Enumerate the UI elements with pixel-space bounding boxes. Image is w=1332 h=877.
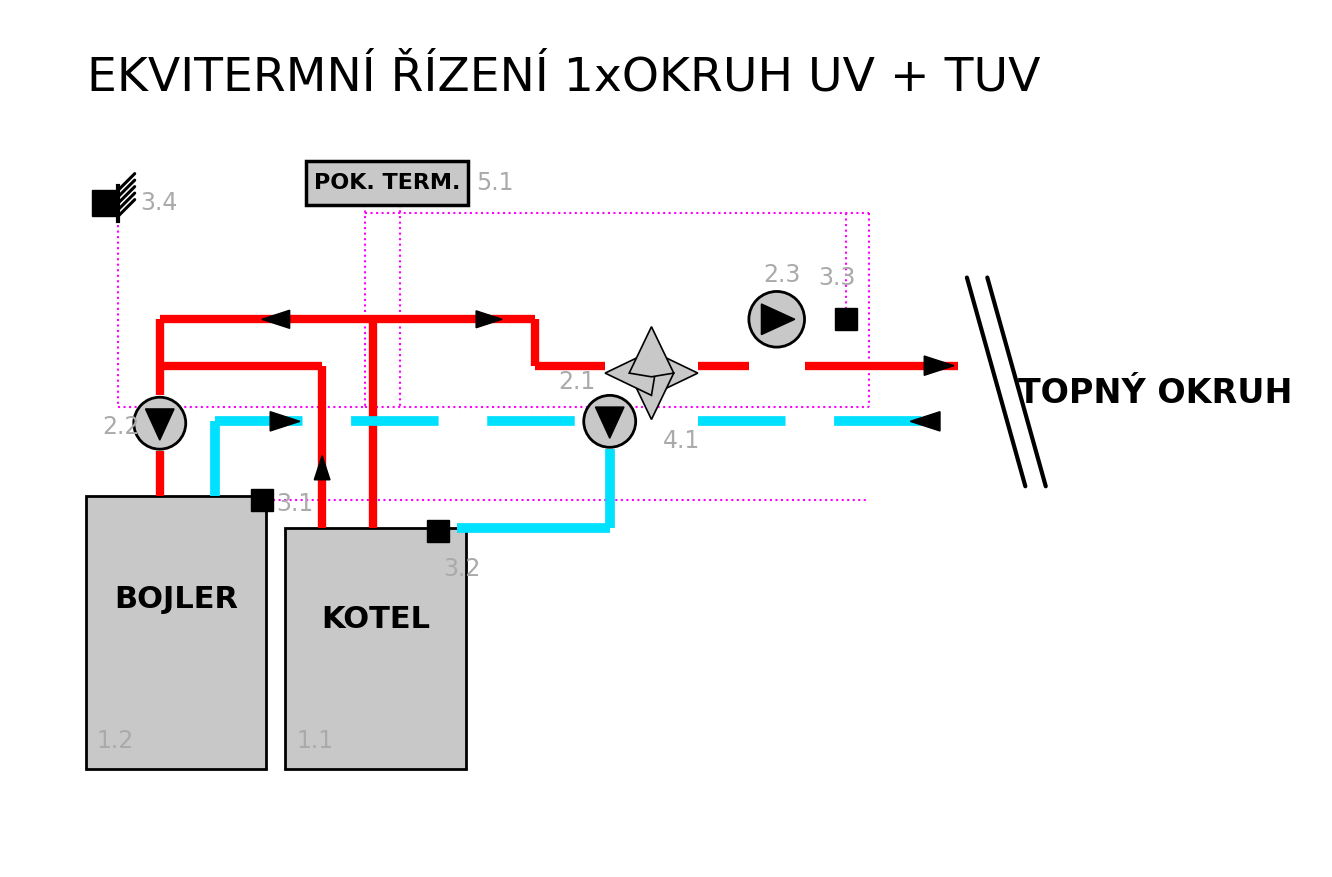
Bar	[92, 190, 119, 217]
Text: BOJLER: BOJLER	[115, 585, 238, 614]
Polygon shape	[924, 356, 954, 375]
Text: POK. TERM.: POK. TERM.	[314, 173, 461, 193]
Text: 3.1: 3.1	[277, 492, 314, 516]
Polygon shape	[145, 409, 174, 440]
Polygon shape	[762, 304, 795, 335]
Text: 5.1: 5.1	[476, 171, 513, 195]
Circle shape	[133, 397, 185, 449]
Text: 4.1: 4.1	[662, 429, 699, 453]
Text: 2.1: 2.1	[558, 370, 595, 395]
Circle shape	[749, 291, 805, 347]
Bar	[250, 489, 273, 511]
Text: EKVITERMNÍ ŘÍZENÍ 1xOKRUH UV + TUV: EKVITERMNÍ ŘÍZENÍ 1xOKRUH UV + TUV	[87, 55, 1040, 101]
Bar	[428, 520, 449, 542]
Text: 1.2: 1.2	[97, 729, 135, 752]
Polygon shape	[629, 327, 674, 377]
Polygon shape	[314, 456, 330, 480]
Polygon shape	[270, 411, 300, 431]
Polygon shape	[476, 310, 502, 328]
Text: TOPNÝ OKRUH: TOPNÝ OKRUH	[1018, 377, 1292, 410]
Polygon shape	[595, 407, 623, 438]
Polygon shape	[647, 351, 698, 396]
Text: 2.2: 2.2	[103, 415, 140, 438]
Bar	[306, 160, 469, 205]
Polygon shape	[605, 351, 655, 396]
Circle shape	[583, 396, 635, 447]
Polygon shape	[910, 411, 940, 431]
Bar	[285, 528, 466, 769]
Bar	[835, 308, 858, 331]
Polygon shape	[262, 310, 289, 328]
Text: 1.1: 1.1	[296, 729, 333, 752]
Text: 2.3: 2.3	[763, 263, 801, 287]
Polygon shape	[629, 369, 674, 419]
Text: 3.2: 3.2	[444, 557, 481, 581]
Text: KOTEL: KOTEL	[321, 605, 430, 634]
Text: 3.4: 3.4	[140, 191, 177, 216]
Text: 3.3: 3.3	[818, 266, 856, 289]
Bar	[85, 496, 266, 769]
